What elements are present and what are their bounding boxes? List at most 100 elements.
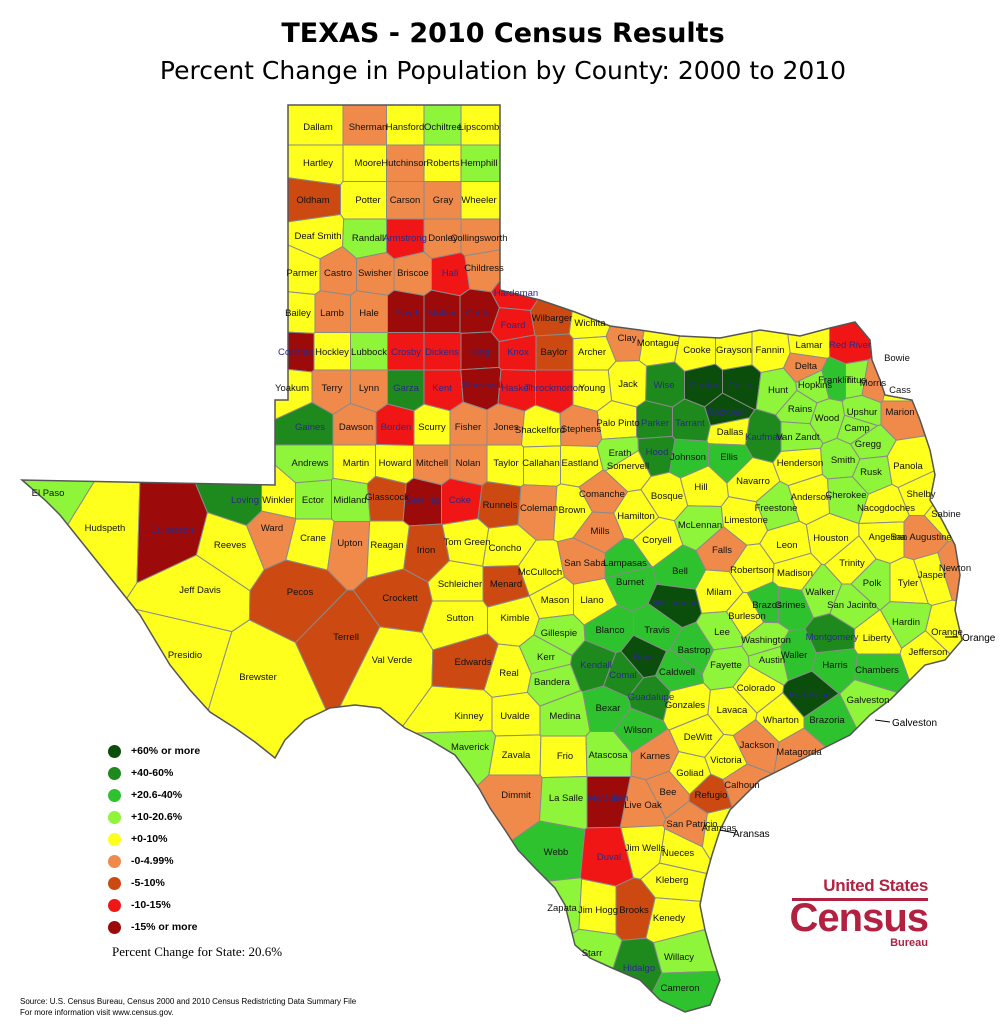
county-label: Walker xyxy=(805,587,834,598)
county-label: Mitchell xyxy=(416,458,448,469)
county-label: Roberts xyxy=(426,158,460,169)
county-label: Reagan xyxy=(370,540,403,551)
county-label: Jasper xyxy=(918,570,947,581)
legend-label: -15% or more xyxy=(131,921,198,933)
county-label: Lamb xyxy=(320,308,344,319)
county-label: Eastland xyxy=(562,458,599,469)
county-label: Rusk xyxy=(860,467,882,478)
legend-item: +20.6-40% xyxy=(108,784,200,806)
legend-item: -0-4.99% xyxy=(108,850,200,872)
county-label: Hidalgo xyxy=(623,963,655,974)
county-label: Scurry xyxy=(418,422,446,433)
county-label: Hutchinson xyxy=(381,158,429,169)
county-label: Mills xyxy=(591,526,610,537)
county-label: Gaines xyxy=(295,422,325,433)
county-label: Sutton xyxy=(446,613,473,624)
county-label: Wise xyxy=(653,380,674,391)
county-label: Rockwall xyxy=(707,407,745,418)
county-label: McCulloch xyxy=(518,567,562,578)
county-label: Ector xyxy=(302,495,324,506)
county-label: Travis xyxy=(644,625,670,636)
county-label: DeWitt xyxy=(684,732,713,743)
county-freestone xyxy=(755,480,801,532)
county-label: Kaufman xyxy=(745,432,783,443)
county-label: Brewster xyxy=(239,672,276,683)
county-label: San Patricio xyxy=(666,819,717,830)
county-sherman xyxy=(342,105,387,146)
county-label: McMullen xyxy=(588,793,629,804)
county-label: Hale xyxy=(359,308,379,319)
county-label: Carson xyxy=(390,195,421,206)
county-label: Dawson xyxy=(339,422,373,433)
county-label: Delta xyxy=(795,361,818,372)
legend-item: +40-60% xyxy=(108,762,200,784)
county-label: Potter xyxy=(355,195,380,206)
state-outline xyxy=(19,104,963,1013)
county-label: Schleicher xyxy=(438,579,482,590)
county-label: Burnet xyxy=(616,577,644,588)
county-label: Washington xyxy=(741,635,791,646)
county-label: Newton xyxy=(939,563,971,574)
map-subtitle: Percent Change in Population by County: … xyxy=(159,56,847,85)
source-note: Source: U.S. Census Bureau, Census 2000 … xyxy=(20,996,356,1018)
county-label: Bastrop xyxy=(678,645,711,656)
county-label: Cochran xyxy=(278,347,314,358)
county-label: Parker xyxy=(641,418,669,429)
county-label: Navarro xyxy=(736,476,770,487)
county-label: Erath xyxy=(609,448,632,459)
source-line-1: Source: U.S. Census Bureau, Census 2000 … xyxy=(20,997,357,1006)
county-label: Goliad xyxy=(676,768,703,779)
county-label: Live Oak xyxy=(624,800,662,811)
county-label: Hartley xyxy=(303,158,333,169)
county-label: Donley xyxy=(428,233,458,244)
county-label: Fayette xyxy=(710,660,742,671)
county-label: Dallam xyxy=(303,122,333,133)
county-label: Llano xyxy=(580,595,603,606)
county-label: Edwards xyxy=(455,657,492,668)
county-label: Swisher xyxy=(358,268,392,279)
county-label: Jim Wells xyxy=(625,843,666,854)
legend-swatch xyxy=(108,876,121,890)
county-label: King xyxy=(470,347,489,358)
county-san-jacinto xyxy=(829,583,881,630)
county-label: Dickens xyxy=(425,347,459,358)
county-label: Crosby xyxy=(391,347,421,358)
county-label: Tarrant xyxy=(675,418,705,429)
county-label: Smith xyxy=(831,455,855,466)
county-label: Wilbarger xyxy=(532,313,573,324)
county-label: Wheeler xyxy=(461,195,496,206)
county-label: Johnson xyxy=(670,452,706,463)
county-label: Wichita xyxy=(574,318,606,329)
county-label: Tyler xyxy=(898,578,919,589)
callout-aransas: Aransas xyxy=(733,829,770,840)
county-label: Pecos xyxy=(287,587,314,598)
county-label: Upshur xyxy=(847,407,878,418)
county-label: Throckmorton xyxy=(525,383,584,394)
county-label: Culberson xyxy=(150,525,193,536)
county-label: Castro xyxy=(324,268,352,279)
county-label: Leon xyxy=(776,540,797,551)
county-label: Zapata xyxy=(547,903,577,914)
county-label: Bexar xyxy=(596,703,621,714)
county-label: Willacy xyxy=(664,952,694,963)
county-label: Yoakum xyxy=(275,383,309,394)
county-label: Cherokee xyxy=(825,490,866,501)
county-label: Hockley xyxy=(315,347,349,358)
county-label: Kenedy xyxy=(653,913,685,924)
county-label: Midland xyxy=(333,495,366,506)
county-label: Dallas xyxy=(717,427,744,438)
county-label: McLennan xyxy=(678,520,722,531)
county-label: Brazos xyxy=(752,600,782,611)
county-label: Cooke xyxy=(683,345,710,356)
legend-label: -10-15% xyxy=(131,899,171,911)
county-lamar xyxy=(755,105,830,359)
legend-item: -5-10% xyxy=(108,872,200,894)
county-label: Coke xyxy=(449,495,471,506)
county-label: Winkler xyxy=(262,495,294,506)
county-label: Chambers xyxy=(855,665,899,676)
county-label: Tom Green xyxy=(444,537,491,548)
county-sabine xyxy=(923,426,962,542)
legend-swatch xyxy=(108,854,121,868)
county-label: Lynn xyxy=(359,383,379,394)
county-label: Atascosa xyxy=(588,750,628,761)
